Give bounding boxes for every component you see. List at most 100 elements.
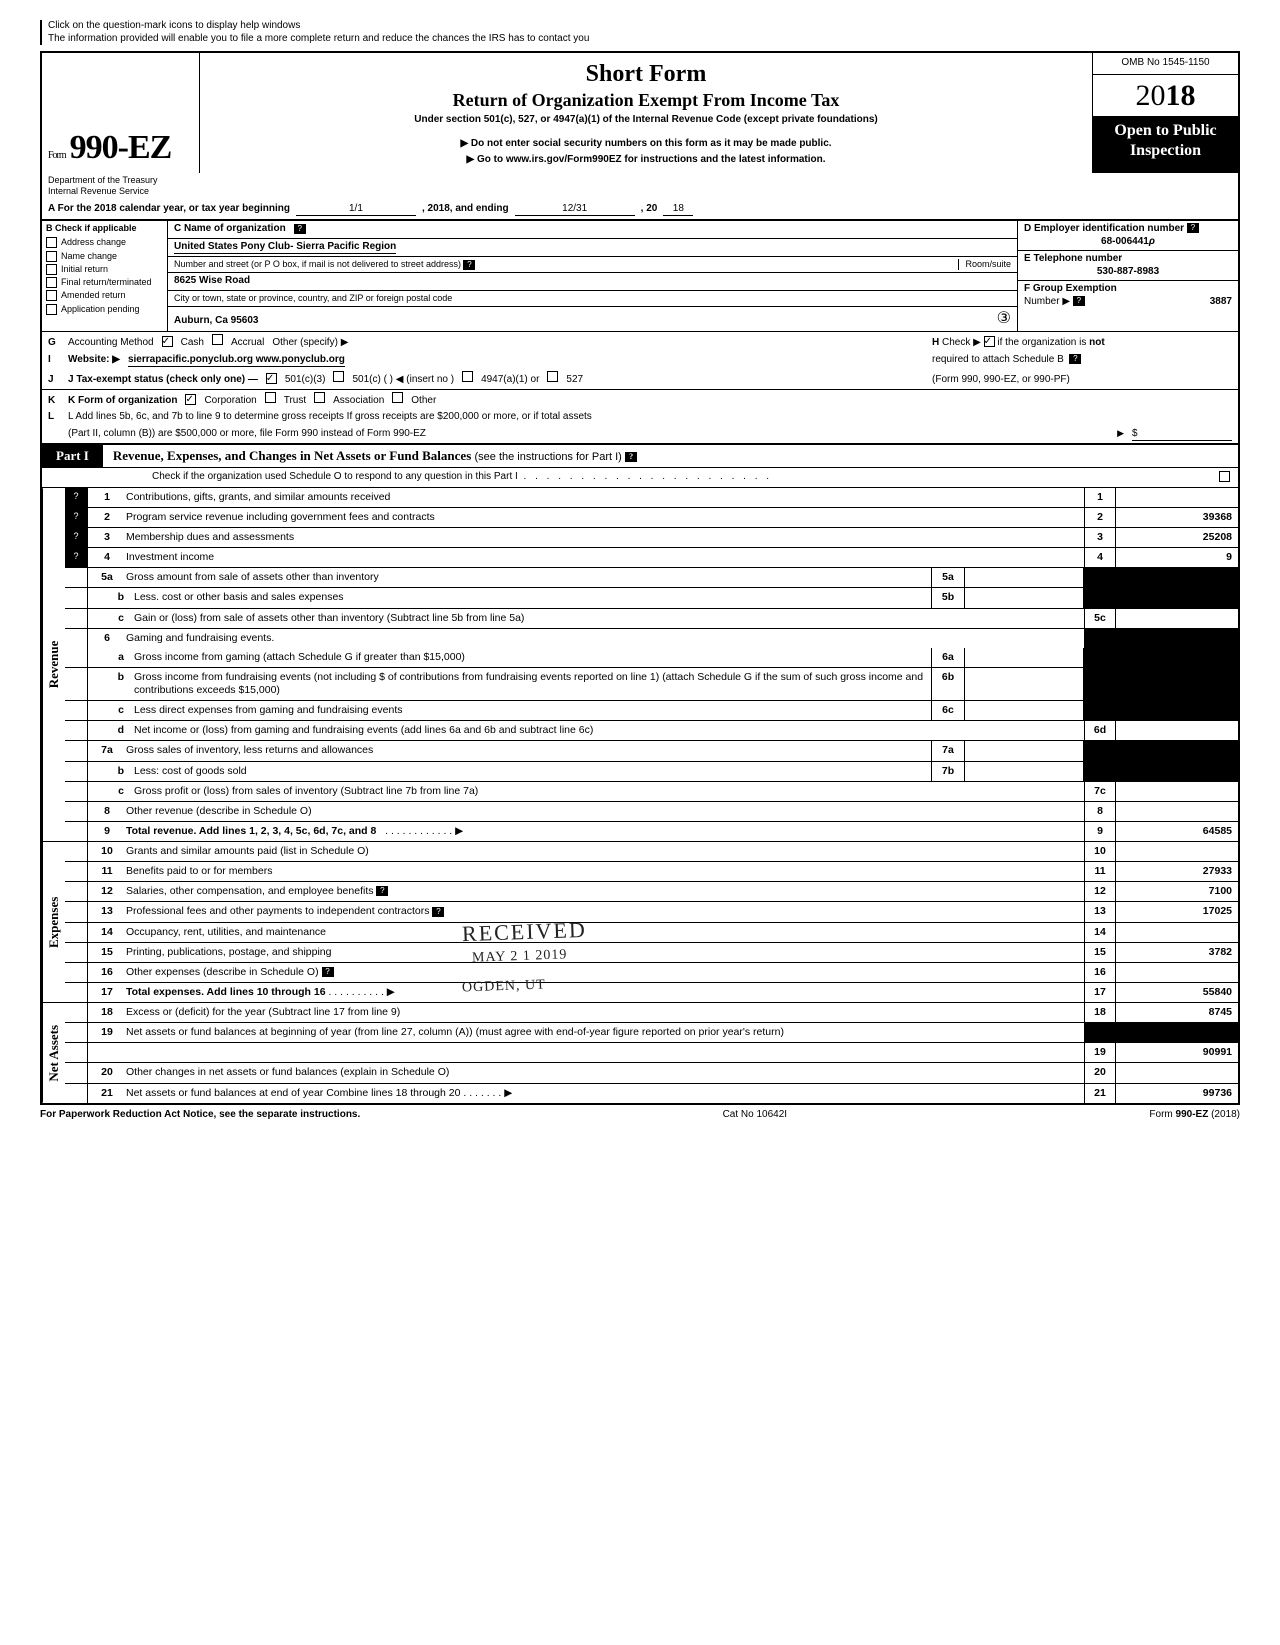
- row-5a: 5a Gross amount from sale of assets othe…: [65, 568, 1238, 588]
- cell-shade: [1084, 648, 1115, 667]
- j-527: 527: [566, 374, 583, 387]
- help-icon[interactable]: ?: [65, 488, 88, 507]
- row-17: 17 Total expenses. Add lines 10 through …: [65, 983, 1238, 1002]
- checkbox-other-icon[interactable]: [392, 392, 403, 403]
- part1-title: Revenue, Expenses, and Changes in Net As…: [103, 448, 637, 465]
- line-desc: Other expenses (describe in Schedule O) …: [126, 963, 1084, 982]
- checkbox-501c3-icon[interactable]: [266, 373, 277, 384]
- help-icon[interactable]: ?: [463, 260, 475, 270]
- line-desc: Professional fees and other payments to …: [126, 902, 1084, 921]
- checkbox-accrual-icon[interactable]: [212, 334, 223, 345]
- row-7c: c Gross profit or (loss) from sales of i…: [65, 782, 1238, 802]
- line-num: d: [88, 721, 134, 740]
- b-check-amended[interactable]: Amended return: [42, 289, 167, 302]
- meta-block: G Accounting Method Cash Accrual Other (…: [40, 332, 1240, 445]
- cell-shade: [1084, 701, 1115, 720]
- checkbox-527-icon[interactable]: [547, 371, 558, 382]
- line-desc: Less direct expenses from gaming and fun…: [134, 701, 931, 720]
- help-icon[interactable]: ?: [432, 907, 444, 917]
- g-other: Other (specify) ▶: [272, 337, 348, 350]
- col-c: C Name of organization ? United States P…: [168, 221, 1018, 331]
- help-icon[interactable]: ?: [65, 508, 88, 527]
- checkbox-icon: [46, 237, 57, 248]
- inner-num: 6a: [931, 648, 965, 667]
- l-text2: (Part II, column (B)) are $500,000 or mo…: [68, 428, 426, 441]
- cell-val: 39368: [1115, 508, 1238, 527]
- line-num: 9: [88, 822, 126, 841]
- cell-num: 16: [1084, 963, 1115, 982]
- line-j: J J Tax-exempt status (check only one) —…: [42, 369, 1238, 389]
- line-a: A For the 2018 calendar year, or tax yea…: [40, 200, 1240, 222]
- title-under: Under section 501(c), 527, or 4947(a)(1)…: [206, 114, 1086, 127]
- line-i: I Website: ▶ sierrapacific.ponyclub.org …: [42, 352, 1238, 370]
- checkbox-icon[interactable]: [1219, 471, 1230, 482]
- cell-shade: [1115, 629, 1238, 648]
- dept-treasury: Department of the Treasury Internal Reve…: [42, 173, 199, 200]
- b-check-initial[interactable]: Initial return: [42, 263, 167, 276]
- cell-shade: [1115, 588, 1238, 607]
- cell-shade: [1084, 1023, 1115, 1042]
- checkbox-h-icon[interactable]: [984, 336, 995, 347]
- row-6c: c Less direct expenses from gaming and f…: [65, 701, 1238, 721]
- b-check-address[interactable]: Address change: [42, 236, 167, 249]
- cell-num: 4: [1084, 548, 1115, 567]
- cell-val: 25208: [1115, 528, 1238, 547]
- checkbox-cash-icon[interactable]: [162, 336, 173, 347]
- cell-num: 14: [1084, 923, 1115, 942]
- checkbox-4947-icon[interactable]: [462, 371, 473, 382]
- cell-num: 11: [1084, 862, 1115, 881]
- line-num: 18: [88, 1003, 126, 1022]
- checkbox-501c-icon[interactable]: [333, 371, 344, 382]
- g-accrual: Accrual: [231, 337, 264, 350]
- line-a-post: , 20: [641, 203, 658, 216]
- form-number-cell: Form990-EZ: [42, 53, 200, 173]
- line-num: 6: [88, 629, 126, 648]
- help-icon[interactable]: ?: [376, 886, 388, 896]
- row-2: ? 2 Program service revenue including go…: [65, 508, 1238, 528]
- checkbox-assoc-icon[interactable]: [314, 392, 325, 403]
- cell-num: 8: [1084, 802, 1115, 821]
- row-5c: c Gain or (loss) from sale of assets oth…: [65, 609, 1238, 629]
- dept-line1: Department of the Treasury: [48, 175, 193, 186]
- line-num: c: [88, 701, 134, 720]
- cell-num: 2: [1084, 508, 1115, 527]
- ein: 68-006441ρ: [1024, 236, 1232, 249]
- b-check-final[interactable]: Final return/terminated: [42, 276, 167, 289]
- help-icon[interactable]: ?: [65, 528, 88, 547]
- k-label: K Form of organization: [68, 395, 177, 408]
- cell-num: 12: [1084, 882, 1115, 901]
- line-num: 16: [88, 963, 126, 982]
- k-assoc: Association: [333, 395, 384, 408]
- l-arrow: [1117, 428, 1124, 441]
- help-icon[interactable]: ?: [322, 967, 334, 977]
- inner-val: [965, 648, 1084, 667]
- checkbox-corp-icon[interactable]: [185, 394, 196, 405]
- line-num: c: [88, 782, 134, 801]
- title-cell: Short Form Return of Organization Exempt…: [200, 53, 1093, 173]
- help-icon[interactable]: ?: [294, 224, 306, 234]
- line-desc: Program service revenue including govern…: [126, 508, 1084, 527]
- line-num: 12: [88, 882, 126, 901]
- checkbox-trust-icon[interactable]: [265, 392, 276, 403]
- help-icon[interactable]: ?: [1187, 223, 1199, 233]
- b-check-pending[interactable]: Application pending: [42, 303, 167, 316]
- cell-shade: [1084, 568, 1115, 587]
- help-icon[interactable]: ?: [65, 548, 88, 567]
- help-icon[interactable]: ?: [1073, 296, 1085, 306]
- g-label: Accounting Method: [68, 337, 154, 350]
- j-501c: 501(c) ( ) ◀ (insert no ): [352, 374, 454, 387]
- cell-val: 9: [1115, 548, 1238, 567]
- f-row: F Group Exemption Number ▶ ? 3887: [1018, 281, 1238, 310]
- line-l2: (Part II, column (B)) are $500,000 or mo…: [42, 426, 1238, 444]
- checkbox-icon: [46, 264, 57, 275]
- dept-line2: Internal Revenue Service: [48, 186, 193, 197]
- b-check-name[interactable]: Name change: [42, 250, 167, 263]
- line-desc: Net income or (loss) from gaming and fun…: [134, 721, 1084, 740]
- cell-val: [1115, 782, 1238, 801]
- k-trust: Trust: [284, 395, 306, 408]
- c-addr-label-row: Number and street (or P O box, if mail i…: [168, 257, 1017, 273]
- cell-val: 27933: [1115, 862, 1238, 881]
- help-icon[interactable]: ?: [1069, 354, 1081, 364]
- line-num: b: [88, 762, 134, 781]
- help-icon[interactable]: ?: [625, 452, 637, 462]
